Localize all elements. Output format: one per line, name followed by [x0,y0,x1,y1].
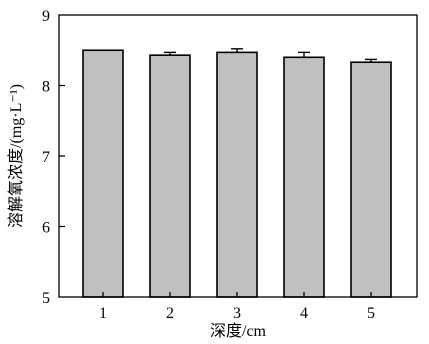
bar-5 [350,61,392,298]
bar-4 [283,56,325,298]
y-tick-label: 6 [42,220,50,237]
x-tick-label: 3 [233,305,241,322]
y-tick-label: 5 [42,290,50,307]
x-tick-label: 1 [99,305,107,322]
bar-2 [149,54,191,298]
y-ticks-group: 5 6 7 8 9 [42,8,65,307]
bar-3 [216,51,258,298]
bars-group [82,49,392,298]
x-ticks-group: 1 2 3 4 5 [99,292,375,322]
x-tick-label: 4 [300,305,308,322]
x-tick-label: 2 [166,305,174,322]
bar-1 [82,49,124,298]
y-tick-label: 9 [42,8,50,25]
y-tick-label: 7 [42,149,50,166]
y-tick-label: 8 [42,79,50,96]
y-axis-label: 溶解氧浓度/(mg·L⁻¹) [7,84,25,228]
error-bars-group [164,48,377,63]
x-axis-label: 深度/cm [210,322,267,340]
x-tick-label: 5 [367,305,375,322]
